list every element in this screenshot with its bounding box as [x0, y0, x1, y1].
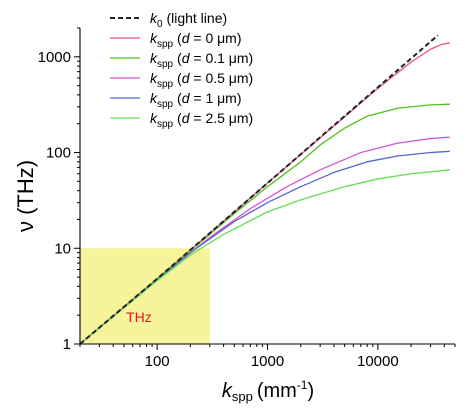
series-line-0: [79, 34, 439, 345]
x-tick-label: 100: [145, 353, 170, 370]
legend-label-2: kspp (d = 0.1 μm): [150, 50, 253, 70]
legend-label-1: kspp (d = 0 μm): [150, 30, 242, 50]
axes: 100 1000 10000 1 10 100 1000: [38, 27, 456, 370]
legend-label-0: k0 (light line): [150, 10, 227, 30]
legend-label-5: kspp (d = 2.5 μm): [150, 110, 253, 130]
x-axis-title-unit-sup: -1: [297, 378, 308, 392]
y-tick-label: 10: [54, 240, 71, 257]
legend-label-3: kspp (d = 0.5 μm): [150, 70, 253, 90]
series-line-4: [79, 150, 450, 345]
y-tick-label: 1: [63, 336, 71, 353]
series-layer: [79, 34, 451, 345]
thz-highlight-region: [80, 248, 210, 344]
y-tick-label: 1000: [38, 49, 71, 66]
x-tick-label: 1000: [251, 353, 284, 370]
x-axis-title-k: k: [222, 380, 233, 402]
series-line-5: [79, 169, 451, 345]
x-axis-title: kspp (mm-1): [222, 378, 314, 404]
legend-label-4: kspp (d = 1 μm): [150, 90, 242, 110]
x-axis-title-unit: (mm: [257, 380, 297, 402]
x-axis-title-unit-end: ): [307, 380, 314, 402]
thz-region-label: THz: [126, 309, 152, 325]
x-tick-label: 10000: [357, 353, 399, 370]
y-axis-title: ν (THz): [13, 160, 38, 232]
x-axis-title-sub: spp: [232, 389, 253, 404]
legend: k0 (light line)kspp (d = 0 μm)kspp (d = …: [110, 10, 253, 130]
y-tick-label: 100: [46, 145, 71, 162]
